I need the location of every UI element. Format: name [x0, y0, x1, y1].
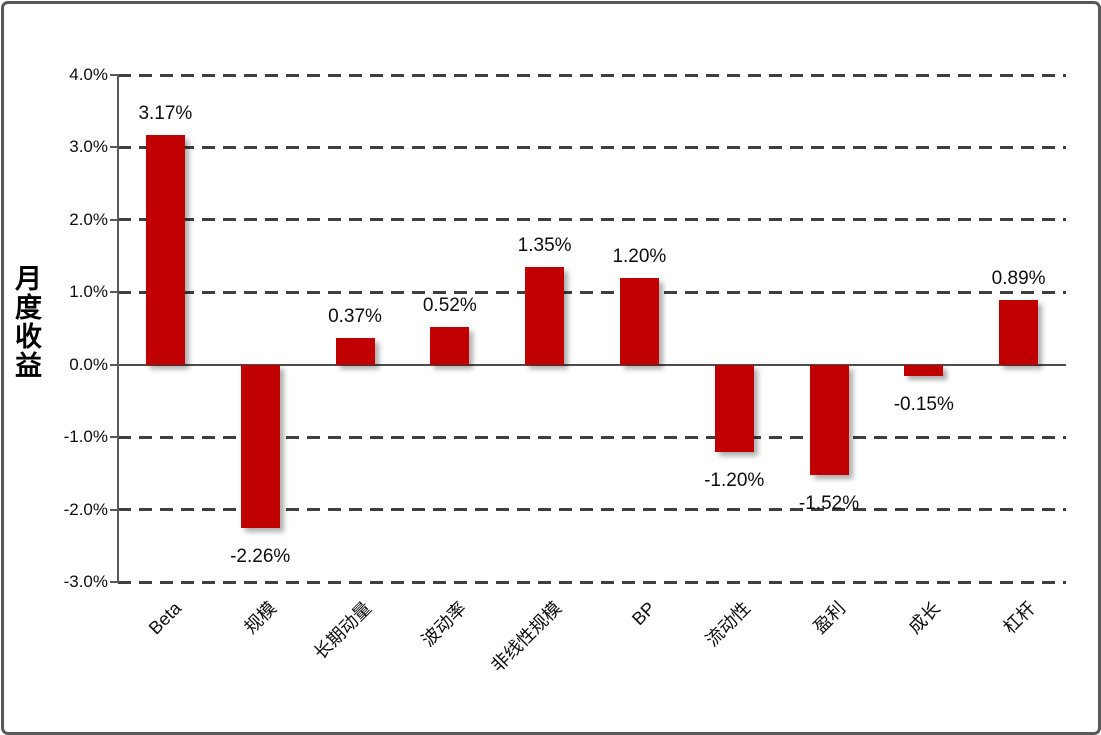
- x-category-label-text: 非线性规模: [486, 598, 565, 676]
- y-tick-label: 4.0%: [69, 65, 108, 84]
- y-tick-label: 1.0%: [69, 282, 108, 302]
- value-label: -0.15%: [893, 393, 954, 415]
- x-category-label-text: 波动率: [417, 598, 470, 651]
- gridline: [118, 580, 1066, 584]
- x-category-label-text: BP: [628, 598, 660, 630]
- y-axis-tick: [110, 436, 119, 439]
- value-label: 1.20%: [612, 245, 667, 267]
- value-label: 0.89%: [991, 268, 1046, 290]
- y-axis-tick: [110, 146, 119, 149]
- y-tick-label: -2.0%: [63, 499, 108, 519]
- y-axis-tick: [110, 363, 119, 366]
- gridline: [118, 508, 1066, 512]
- x-category-label-text: 杠杆: [999, 598, 1039, 638]
- x-category-label-text: 流动性: [702, 598, 755, 651]
- bar-流动性: [714, 364, 754, 452]
- bar-长期动量: [335, 337, 375, 365]
- bar-波动率: [430, 327, 470, 365]
- y-axis-title: 月度收益: [11, 264, 41, 380]
- value-label: -2.26%: [230, 546, 291, 568]
- value-label: 3.17%: [138, 103, 193, 125]
- bar-规模: [240, 364, 280, 529]
- value-label: 0.37%: [328, 305, 382, 327]
- y-axis-line: [117, 75, 119, 582]
- x-category-label-text: 盈利: [809, 598, 850, 638]
- gridline: [118, 218, 1066, 222]
- value-label: 0.52%: [422, 295, 477, 317]
- gridline: [118, 73, 1066, 77]
- gridline: [118, 290, 1066, 294]
- x-category-label-text: 长期动量: [310, 598, 376, 664]
- y-tick-label: -3.0%: [63, 572, 108, 591]
- value-label: -1.52%: [798, 492, 860, 514]
- y-axis-tick: [110, 74, 119, 76]
- bar-盈利: [809, 364, 849, 475]
- value-label: 1.35%: [517, 234, 572, 256]
- bar-成长: [904, 364, 944, 376]
- y-axis-tick: [110, 508, 119, 511]
- x-category-label-text: Beta: [145, 598, 186, 639]
- bar-BP: [619, 277, 659, 365]
- y-axis-tick: [110, 291, 119, 294]
- y-tick-label: -1.0%: [63, 427, 108, 447]
- x-category-label-text: 规模: [240, 598, 281, 638]
- bar-杠杆: [999, 300, 1039, 365]
- x-category-label-text: 成长: [904, 598, 944, 638]
- value-label: -1.20%: [704, 469, 765, 491]
- bar-Beta: [145, 135, 185, 365]
- y-axis-tick: [110, 218, 119, 221]
- y-tick-label: 0.0%: [69, 354, 108, 374]
- bar-非线性规模: [525, 266, 565, 365]
- zero-axis-line: [118, 363, 1066, 366]
- y-axis-tick: [110, 581, 119, 583]
- y-tick-label: 3.0%: [69, 137, 108, 157]
- gridline: [118, 435, 1066, 439]
- y-tick-label: 2.0%: [69, 209, 108, 229]
- gridline: [118, 145, 1066, 149]
